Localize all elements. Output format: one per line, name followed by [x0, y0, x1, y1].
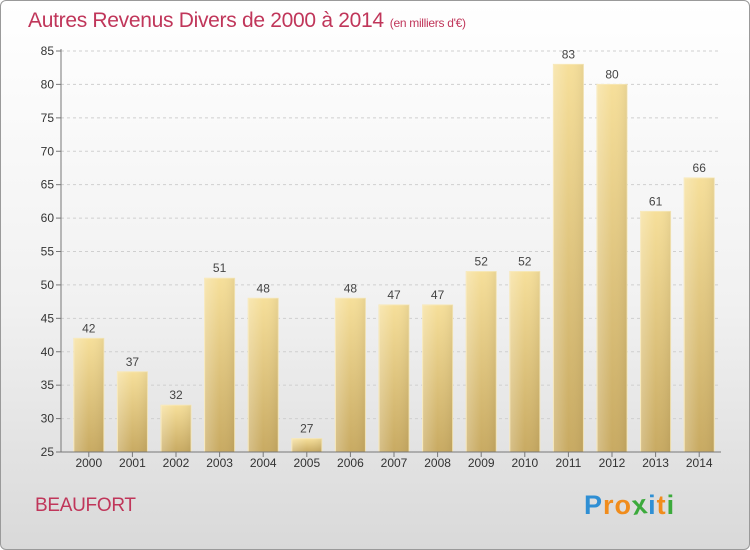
y-tick-label: 50: [41, 278, 55, 292]
y-tick-label: 65: [41, 178, 55, 192]
data-label: 52: [518, 255, 532, 269]
x-tick-label: 2001: [119, 456, 146, 470]
data-label: 47: [387, 288, 401, 302]
x-tick-label: 2010: [511, 456, 538, 470]
bar-shade: [466, 271, 497, 452]
data-label: 47: [431, 288, 445, 302]
data-label: 83: [562, 47, 576, 61]
x-tick-label: 2013: [642, 456, 669, 470]
x-tick-label: 2002: [163, 456, 190, 470]
x-tick-label: 2012: [599, 456, 626, 470]
y-tick-label: 35: [41, 378, 55, 392]
axes: [60, 49, 721, 453]
place-name: BEAUFORT: [35, 495, 136, 516]
x-tick-label: 2014: [686, 456, 713, 470]
bar-shade: [161, 405, 191, 452]
x-tick-label: 2000: [75, 456, 102, 470]
bar-shade: [248, 298, 279, 452]
data-label: 48: [257, 281, 271, 295]
x-tick-label: 2009: [468, 456, 495, 470]
y-tick-label: 55: [41, 245, 55, 259]
data-label: 51: [213, 261, 227, 275]
logo-letter: P: [584, 490, 604, 520]
chart-title: Autres Revenus Divers de 2000 à 2014 (en …: [28, 9, 466, 33]
chart-title-text: Autres Revenus Divers de 2000 à 2014: [28, 9, 384, 32]
x-tick-label: 2005: [293, 456, 320, 470]
bar-shade: [422, 304, 453, 452]
data-labels: 42 37 32 51 48 27 48 47 47 52 52 83 80 61 66: [82, 47, 706, 435]
y-tick-label: 25: [41, 445, 55, 459]
bar-shade: [117, 371, 148, 452]
logo-letter: i: [666, 490, 676, 520]
data-label: 52: [475, 255, 489, 269]
y-tick-label: 75: [41, 111, 55, 125]
x-tick-label: 2003: [206, 456, 233, 470]
data-label: 48: [344, 281, 358, 295]
x-tick-label: 2004: [250, 456, 277, 470]
logo-letter: t: [656, 490, 667, 520]
bar-shade: [379, 304, 409, 452]
bar-shade: [553, 64, 584, 452]
y-tick-label: 40: [41, 345, 55, 359]
y-tick-label: 30: [41, 412, 55, 426]
data-label: 80: [605, 67, 619, 81]
proxiti-logo: Proxiti: [584, 489, 676, 521]
bar-shade: [335, 298, 366, 452]
bar-shade: [73, 338, 104, 452]
y-tick-label: 80: [41, 77, 55, 91]
y-axis-labels: 25 30 35 40 45 50 55 60 65 70 75 80 85: [41, 44, 55, 459]
y-tick-label: 45: [41, 311, 55, 325]
data-label: 66: [693, 161, 707, 175]
x-tick-label: 2006: [337, 456, 364, 470]
data-label: 27: [300, 422, 314, 436]
data-label: 61: [649, 194, 663, 208]
y-tick-label: 70: [41, 144, 55, 158]
logo-letter: i: [648, 490, 657, 520]
y-tick-label: 85: [41, 44, 55, 58]
unit-note: (en milliers d'€): [389, 16, 466, 30]
x-tick-label: 2007: [381, 456, 408, 470]
bars: [73, 63, 715, 457]
y-tick-label: 60: [41, 211, 55, 225]
bar-shade: [597, 84, 627, 453]
data-label: 37: [126, 355, 140, 369]
bar-shade: [509, 271, 540, 452]
x-tick-label: 2008: [424, 456, 451, 470]
logo-letter: o: [614, 490, 633, 520]
bar-shade: [684, 177, 715, 452]
logo-letter: r: [603, 490, 615, 520]
data-label: 32: [169, 388, 183, 402]
bar-shade: [640, 211, 671, 452]
bar-shade: [204, 278, 235, 452]
x-tick-label: 2011: [555, 456, 581, 470]
x-axis-labels: 2000 2001 2002 2003 2004 2005 2006 2007 2008 2009…: [75, 456, 712, 470]
data-label: 42: [82, 321, 96, 335]
bar-shade: [291, 438, 322, 452]
